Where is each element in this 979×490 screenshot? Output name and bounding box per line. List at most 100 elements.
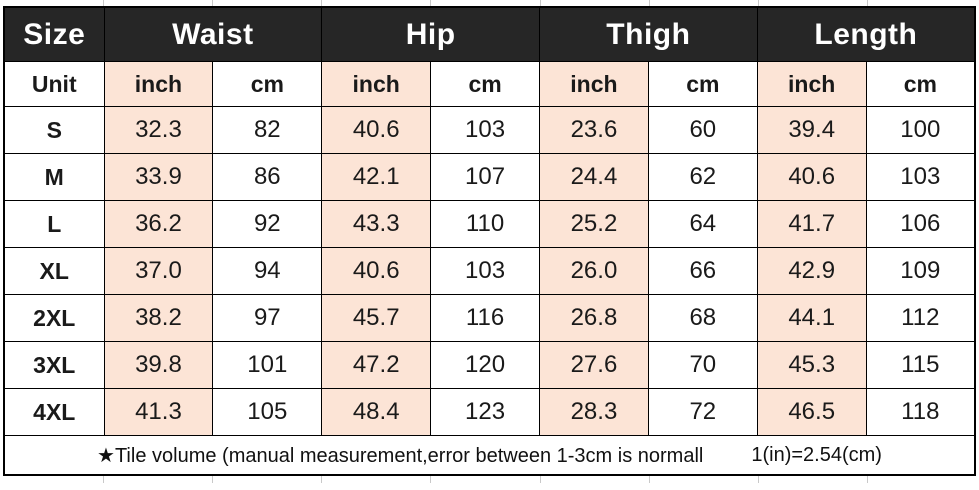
length-inch-cell: 44.1	[756, 294, 867, 342]
grid-tick	[758, 0, 759, 6]
hip-cm-unit: cm	[430, 61, 540, 107]
hip-inch-cell: 40.6	[321, 247, 432, 295]
header-length: Length	[756, 6, 976, 62]
thigh-cm-cell: 70	[647, 341, 758, 389]
unit-row: Unit inch cm inch cm inch cm inch cm	[3, 61, 976, 107]
footer-row: ★Tile volume (manual measurement,error b…	[3, 435, 976, 476]
spreadsheet-gridline-strip-bottom	[3, 476, 976, 483]
grid-tick	[321, 476, 322, 483]
length-cm-cell: 106	[865, 200, 976, 248]
header-size: Size	[3, 6, 105, 62]
size-label: M	[3, 153, 105, 201]
waist-inch-cell: 36.2	[103, 200, 214, 248]
header-row: Size Waist Hip Thigh Length	[3, 6, 976, 62]
grid-tick	[540, 476, 541, 483]
thigh-cm-cell: 62	[647, 153, 758, 201]
length-inch-cell: 40.6	[756, 153, 867, 201]
table-row-xl: XL 37.0 94 40.6 103 26.0 66 42.9 109	[3, 247, 976, 295]
waist-inch-cell: 39.8	[103, 341, 214, 389]
table-row-m: M 33.9 86 42.1 107 24.4 62 40.6 103	[3, 153, 976, 201]
length-cm-cell: 118	[865, 388, 976, 436]
unit-label: Unit	[3, 61, 105, 107]
spreadsheet-gridline-strip-top	[3, 0, 976, 6]
thigh-inch-cell: 26.8	[539, 294, 649, 342]
thigh-inch-cell: 28.3	[539, 388, 649, 436]
table-row-s: S 32.3 82 40.6 103 23.6 60 39.4 100	[3, 106, 976, 154]
waist-inch-cell: 38.2	[103, 294, 214, 342]
length-cm-cell: 100	[865, 106, 976, 154]
length-cm-cell: 109	[865, 247, 976, 295]
waist-cm-cell: 92	[212, 200, 323, 248]
thigh-cm-cell: 64	[647, 200, 758, 248]
table-row-4xl: 4XL 41.3 105 48.4 123 28.3 72 46.5 118	[3, 388, 976, 436]
waist-cm-cell: 82	[212, 106, 323, 154]
waist-inch-unit: inch	[103, 61, 214, 107]
thigh-inch-cell: 23.6	[539, 106, 649, 154]
hip-cm-cell: 116	[430, 294, 540, 342]
length-cm-cell: 103	[865, 153, 976, 201]
length-inch-cell: 41.7	[756, 200, 867, 248]
waist-cm-cell: 94	[212, 247, 323, 295]
unit-conversion-note: 1(in)=2.54(cm)	[751, 443, 882, 466]
grid-tick	[867, 0, 868, 6]
waist-inch-cell: 33.9	[103, 153, 214, 201]
length-inch-unit: inch	[756, 61, 867, 107]
thigh-inch-cell: 27.6	[539, 341, 649, 389]
waist-cm-cell: 101	[212, 341, 323, 389]
grid-tick	[430, 0, 431, 6]
grid-tick	[321, 0, 322, 6]
hip-inch-cell: 47.2	[321, 341, 432, 389]
table-row-2xl: 2XL 38.2 97 45.7 116 26.8 68 44.1 112	[3, 294, 976, 342]
header-thigh: Thigh	[539, 6, 758, 62]
hip-inch-cell: 45.7	[321, 294, 432, 342]
table-row-l: L 36.2 92 43.3 110 25.2 64 41.7 106	[3, 200, 976, 248]
hip-inch-cell: 42.1	[321, 153, 432, 201]
size-label: 3XL	[3, 341, 105, 389]
hip-inch-cell: 43.3	[321, 200, 432, 248]
size-label: 4XL	[3, 388, 105, 436]
header-hip: Hip	[321, 6, 540, 62]
hip-inch-cell: 48.4	[321, 388, 432, 436]
measurement-note: ★Tile volume (manual measurement,error b…	[97, 444, 704, 467]
length-inch-cell: 46.5	[756, 388, 867, 436]
waist-cm-cell: 105	[212, 388, 323, 436]
hip-inch-unit: inch	[321, 61, 432, 107]
thigh-cm-cell: 68	[647, 294, 758, 342]
thigh-cm-cell: 60	[647, 106, 758, 154]
length-inch-cell: 42.9	[756, 247, 867, 295]
footer-cell: ★Tile volume (manual measurement,error b…	[3, 435, 976, 476]
grid-tick	[758, 476, 759, 483]
thigh-inch-unit: inch	[539, 61, 649, 107]
size-label: 2XL	[3, 294, 105, 342]
grid-tick	[649, 0, 650, 6]
length-inch-cell: 45.3	[756, 341, 867, 389]
waist-inch-cell: 32.3	[103, 106, 214, 154]
length-cm-cell: 115	[865, 341, 976, 389]
hip-inch-cell: 40.6	[321, 106, 432, 154]
length-inch-cell: 39.4	[756, 106, 867, 154]
waist-inch-cell: 37.0	[103, 247, 214, 295]
grid-tick	[430, 476, 431, 483]
grid-tick	[103, 476, 104, 483]
hip-cm-cell: 103	[430, 247, 540, 295]
size-chart-table: Size Waist Hip Thigh Length Unit inch cm…	[3, 6, 976, 476]
grid-tick	[212, 0, 213, 6]
thigh-inch-cell: 24.4	[539, 153, 649, 201]
thigh-inch-cell: 26.0	[539, 247, 649, 295]
waist-inch-cell: 41.3	[103, 388, 214, 436]
thigh-cm-unit: cm	[647, 61, 758, 107]
grid-tick	[103, 0, 104, 6]
thigh-cm-cell: 72	[647, 388, 758, 436]
size-label: L	[3, 200, 105, 248]
grid-tick	[649, 476, 650, 483]
thigh-inch-cell: 25.2	[539, 200, 649, 248]
size-label: XL	[3, 247, 105, 295]
table-row-3xl: 3XL 39.8 101 47.2 120 27.6 70 45.3 115	[3, 341, 976, 389]
hip-cm-cell: 103	[430, 106, 540, 154]
grid-tick	[212, 476, 213, 483]
thigh-cm-cell: 66	[647, 247, 758, 295]
hip-cm-cell: 110	[430, 200, 540, 248]
header-waist: Waist	[103, 6, 323, 62]
waist-cm-cell: 86	[212, 153, 323, 201]
